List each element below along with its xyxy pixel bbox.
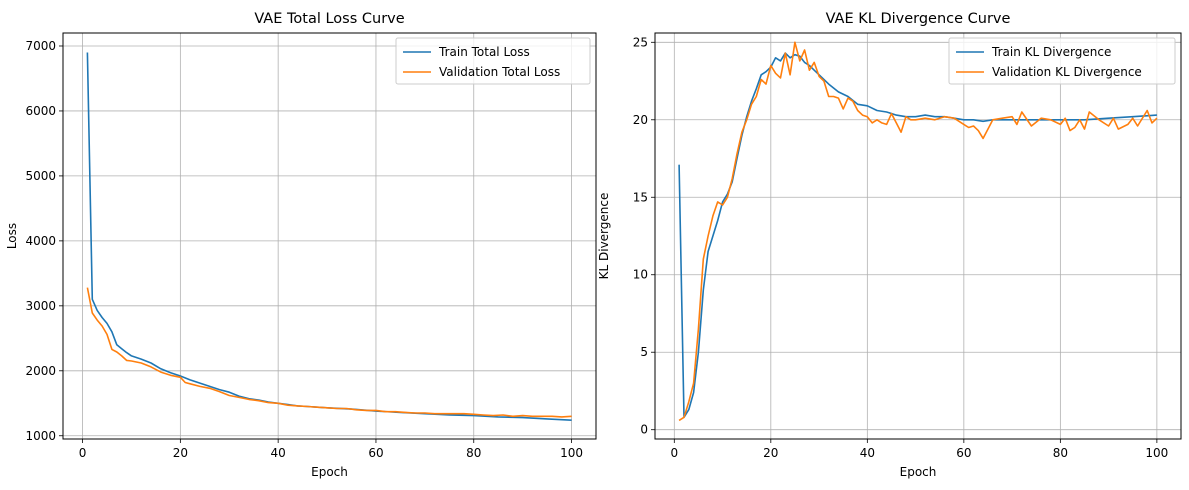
x-tick-label: 80: [1053, 446, 1068, 460]
chart-title: VAE KL Divergence Curve: [826, 11, 1011, 27]
x-tick-label: 60: [368, 446, 383, 460]
legend-label-validation: Validation Total Loss: [439, 65, 560, 79]
legend: Train Total Loss Validation Total Loss: [395, 37, 591, 85]
y-tick-label: 0: [640, 423, 648, 437]
y-tick-label: 10: [633, 268, 648, 282]
x-tick-label: 0: [79, 446, 87, 460]
y-tick-label: 25: [633, 35, 648, 49]
x-tick-label: 100: [560, 446, 583, 460]
y-tick-label: 2000: [25, 364, 56, 378]
y-tick-label: 3000: [25, 299, 56, 313]
x-tick-label: 100: [1145, 446, 1168, 460]
x-axis-label: Epoch: [900, 465, 937, 479]
y-tick-label: 4000: [25, 234, 56, 248]
y-axis-label: KL Divergence: [597, 193, 611, 280]
y-axis-label: Loss: [5, 223, 19, 249]
validation-series-line: [678, 41, 1158, 422]
legend: Train KL Divergence Validation KL Diverg…: [948, 37, 1176, 85]
y-tick-label: 15: [633, 190, 648, 204]
x-tick-label: 60: [956, 446, 971, 460]
y-tick-label: 6000: [25, 104, 56, 118]
y-tick-label: 20: [633, 113, 648, 127]
total-loss-chart: 0 20 40 60 80 100 1000 2000 3000 4000 5000 6000 7000…: [5, 11, 597, 479]
y-tick-label: 7000: [25, 39, 56, 53]
x-tick-label: 20: [173, 446, 188, 460]
x-tick-label: 40: [860, 446, 875, 460]
y-tick-label: 1000: [25, 429, 56, 443]
y-tick-label: 5000: [25, 169, 56, 183]
x-tick-label: 0: [670, 446, 678, 460]
legend-label-train: Train Total Loss: [438, 45, 530, 59]
kl-divergence-chart: 0 20 40 60 80 100 0 5 10 15 20 25 VAE KL Divergence…: [597, 11, 1182, 479]
train-series-line: [678, 52, 1157, 419]
chart-title: VAE Total Loss Curve: [254, 11, 404, 27]
x-tick-label: 20: [763, 446, 778, 460]
x-axis-label: Epoch: [311, 465, 348, 479]
legend-label-validation: Validation KL Divergence: [992, 65, 1142, 79]
legend-label-train: Train KL Divergence: [991, 45, 1111, 59]
y-tick-label: 5: [640, 345, 648, 359]
x-tick-label: 80: [466, 446, 481, 460]
validation-series-line: [86, 287, 572, 418]
x-tick-label: 40: [271, 446, 286, 460]
train-series-line: [86, 52, 572, 421]
